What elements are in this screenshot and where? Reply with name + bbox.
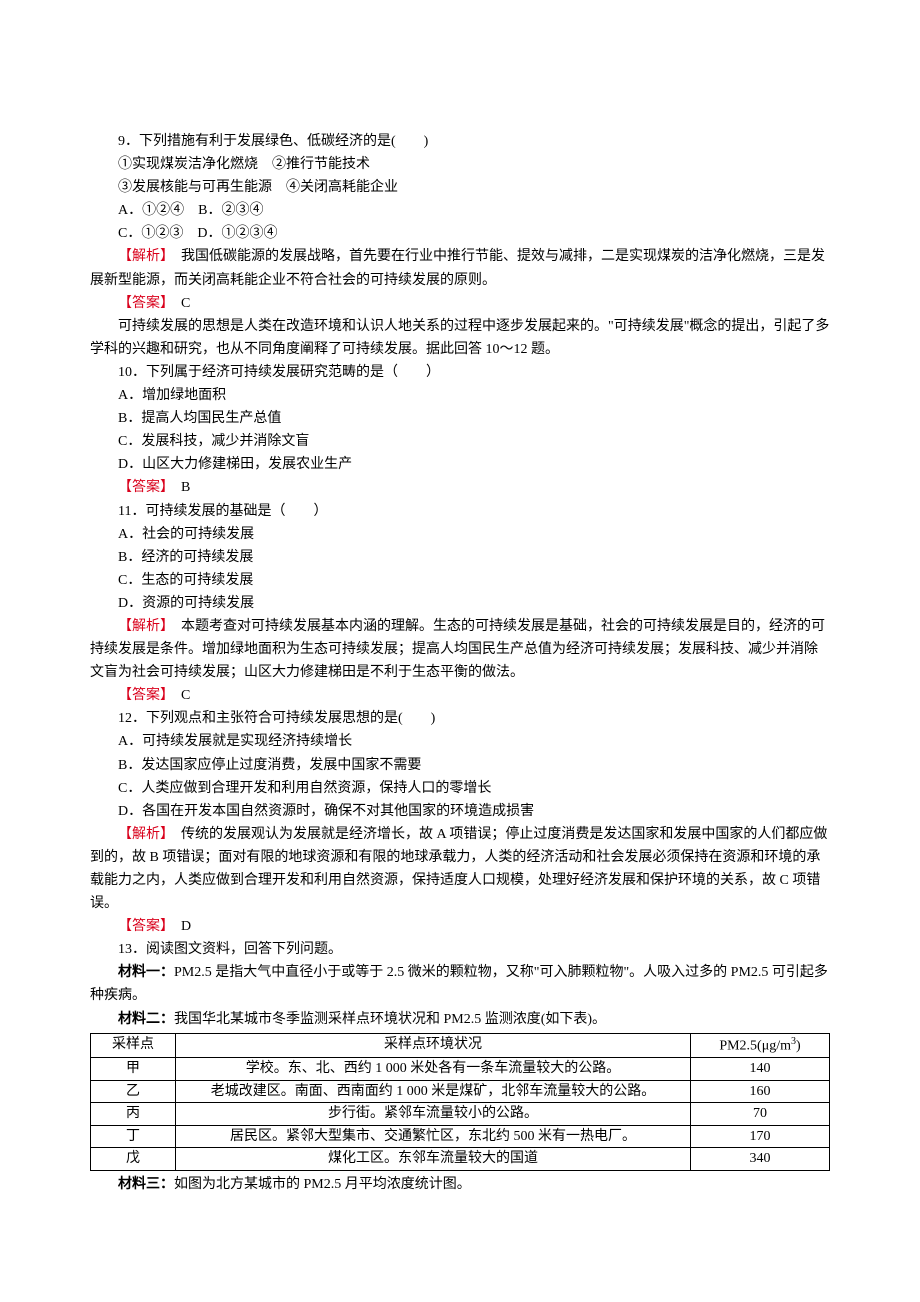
q12-opt-c: C．人类应做到合理开发和利用自然资源，保持人口的零增长 [90, 777, 830, 800]
answer-text: C [167, 296, 190, 311]
answer-text: B [167, 480, 190, 495]
answer-label: 【答案】 [118, 296, 167, 311]
q10-opt-d: D．山区大力修建梯田，发展农业生产 [90, 453, 830, 476]
analysis-text: 传统的发展观认为发展就是经济增长，故 A 项错误；停止过度消费是发达国家和发展中… [90, 827, 827, 911]
q13-material-1: 材料一：PM2.5 是指大气中直径小于或等于 2.5 微米的颗粒物，又称"可入肺… [90, 961, 830, 1007]
table-header-row: 采样点 采样点环境状况 PM2.5(μg/m3) [91, 1033, 830, 1057]
cell-value: 140 [691, 1057, 830, 1080]
table-row: 甲 学校。东、北、西约 1 000 米处各有一条车流量较大的公路。 140 [91, 1057, 830, 1080]
cell-value: 70 [691, 1103, 830, 1126]
table-row: 丙 步行街。紧邻车流量较小的公路。 70 [91, 1103, 830, 1126]
q12-opt-d: D．各国在开发本国自然资源时，确保不对其他国家的环境造成损害 [90, 800, 830, 823]
material-text: 如图为北方某城市的 PM2.5 月平均浓度统计图。 [174, 1177, 471, 1192]
analysis-text: 我国低碳能源的发展战略，首先要在行业中推行节能、提效与减排，二是实现煤炭的洁净化… [90, 249, 825, 287]
cell-env: 老城改建区。南面、西南面约 1 000 米是煤矿，北邻车流量较大的公路。 [176, 1080, 691, 1103]
q12-answer: 【答案】 D [90, 915, 830, 938]
table-row: 乙 老城改建区。南面、西南面约 1 000 米是煤矿，北邻车流量较大的公路。 1… [91, 1080, 830, 1103]
q12-stem: 12．下列观点和主张符合可持续发展思想的是( ) [90, 707, 830, 730]
material-label: 材料一： [118, 965, 174, 980]
cell-point: 丙 [91, 1103, 176, 1126]
cell-value: 160 [691, 1080, 830, 1103]
q11-stem: 11．可持续发展的基础是（ ） [90, 500, 830, 523]
q13-material-2: 材料二：我国华北某城市冬季监测采样点环境状况和 PM2.5 监测浓度(如下表)。 [90, 1008, 830, 1031]
q11-opt-c: C．生态的可持续发展 [90, 569, 830, 592]
cell-value: 170 [691, 1125, 830, 1148]
q10-opt-c: C．发展科技，减少并消除文盲 [90, 430, 830, 453]
header-pm25-c: ) [796, 1038, 801, 1053]
q10-stem: 10．下列属于经济可持续发展研究范畴的是（ ） [90, 361, 830, 384]
cell-env: 步行街。紧邻车流量较小的公路。 [176, 1103, 691, 1126]
q9-analysis: 【解析】 我国低碳能源的发展战略，首先要在行业中推行节能、提效与减排，二是实现煤… [90, 245, 830, 291]
q10-opt-a: A．增加绿地面积 [90, 384, 830, 407]
header-pm25: PM2.5(μg/m3) [691, 1033, 830, 1057]
q13-stem: 13．阅读图文资料，回答下列问题。 [90, 938, 830, 961]
cell-point: 乙 [91, 1080, 176, 1103]
material-label: 材料三： [118, 1177, 174, 1192]
q9-opts-1: ①实现煤炭洁净化燃烧 ②推行节能技术 [90, 153, 830, 176]
cell-value: 340 [691, 1148, 830, 1171]
q9-choice-ab: A．①②④ B．②③④ [90, 199, 830, 222]
pm25-table: 采样点 采样点环境状况 PM2.5(μg/m3) 甲 学校。东、北、西约 1 0… [90, 1033, 830, 1171]
q10-opt-b: B．提高人均国民生产总值 [90, 407, 830, 430]
cell-point: 甲 [91, 1057, 176, 1080]
analysis-label: 【解析】 [118, 619, 167, 634]
q11-opt-a: A．社会的可持续发展 [90, 523, 830, 546]
answer-text: D [167, 919, 191, 934]
q11-opt-d: D．资源的可持续发展 [90, 592, 830, 615]
cell-env: 煤化工区。东邻车流量较大的国道 [176, 1148, 691, 1171]
q9-opts-2: ③发展核能与可再生能源 ④关闭高耗能企业 [90, 176, 830, 199]
answer-label: 【答案】 [118, 919, 167, 934]
header-point: 采样点 [91, 1033, 176, 1057]
answer-label: 【答案】 [118, 688, 167, 703]
q9-stem: 9．下列措施有利于发展绿色、低碳经济的是( ) [90, 130, 830, 153]
table-row: 戊 煤化工区。东邻车流量较大的国道 340 [91, 1148, 830, 1171]
material-text: PM2.5 是指大气中直径小于或等于 2.5 微米的颗粒物，又称"可入肺颗粒物"… [90, 965, 828, 1003]
q11-answer: 【答案】 C [90, 684, 830, 707]
q9-answer: 【答案】 C [90, 292, 830, 315]
analysis-text: 本题考查对可持续发展基本内涵的理解。生态的可持续发展是基础，社会的可持续发展是目… [90, 619, 825, 680]
material-label: 材料二： [118, 1012, 174, 1027]
q11-opt-b: B．经济的可持续发展 [90, 546, 830, 569]
answer-text: C [167, 688, 190, 703]
analysis-label: 【解析】 [118, 249, 167, 264]
q11-analysis: 【解析】 本题考查对可持续发展基本内涵的理解。生态的可持续发展是基础，社会的可持… [90, 615, 830, 684]
q10-answer: 【答案】 B [90, 476, 830, 499]
answer-label: 【答案】 [118, 480, 167, 495]
analysis-label: 【解析】 [118, 827, 167, 842]
header-env: 采样点环境状况 [176, 1033, 691, 1057]
table-row: 丁 居民区。紧邻大型集市、交通繁忙区，东北约 500 米有一热电厂。 170 [91, 1125, 830, 1148]
cell-env: 学校。东、北、西约 1 000 米处各有一条车流量较大的公路。 [176, 1057, 691, 1080]
material-text: 我国华北某城市冬季监测采样点环境状况和 PM2.5 监测浓度(如下表)。 [174, 1012, 606, 1027]
intro-10-12: 可持续发展的思想是人类在改造环境和认识人地关系的过程中逐步发展起来的。"可持续发… [90, 315, 830, 361]
q13-material-3: 材料三：如图为北方某城市的 PM2.5 月平均浓度统计图。 [90, 1173, 830, 1196]
q12-opt-b: B．发达国家应停止过度消费，发展中国家不需要 [90, 754, 830, 777]
cell-point: 戊 [91, 1148, 176, 1171]
q12-analysis: 【解析】 传统的发展观认为发展就是经济增长，故 A 项错误；停止过度消费是发达国… [90, 823, 830, 915]
cell-point: 丁 [91, 1125, 176, 1148]
q12-opt-a: A．可持续发展就是实现经济持续增长 [90, 730, 830, 753]
q9-choice-cd: C．①②③ D．①②③④ [90, 222, 830, 245]
header-pm25-a: PM2.5(μg/m [719, 1038, 791, 1053]
cell-env: 居民区。紧邻大型集市、交通繁忙区，东北约 500 米有一热电厂。 [176, 1125, 691, 1148]
